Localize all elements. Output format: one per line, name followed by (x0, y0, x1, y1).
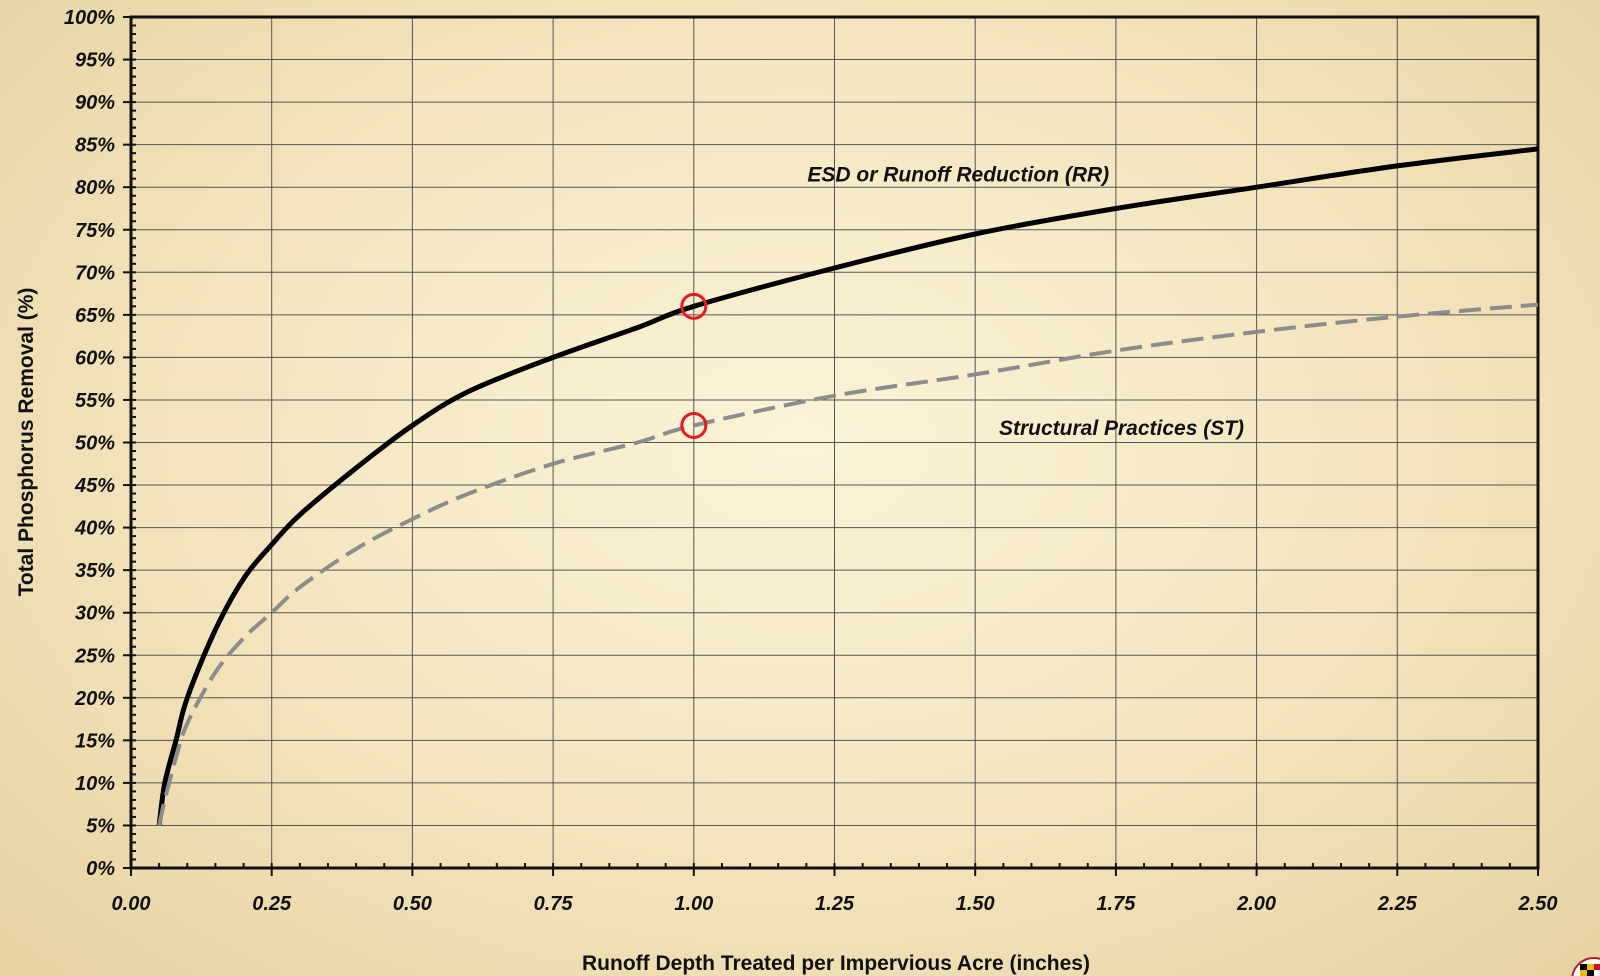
highlight-marker (680, 411, 708, 439)
x-tick-label: 2.50 (1518, 893, 1558, 915)
x-tick-label: 1.00 (674, 893, 713, 915)
y-tick-label: 40% (74, 518, 115, 540)
y-tick-label: 65% (75, 305, 115, 327)
x-tick-label: 1.50 (956, 893, 995, 915)
y-tick-label: 70% (75, 262, 115, 284)
x-tick-label: 0.25 (252, 893, 292, 915)
series-group (156, 146, 1539, 826)
y-tick-label: 5% (86, 815, 115, 837)
x-tick-labels: 0.00 0.25 0.50 0.75 1.00 1.25 1.50 1.75 2.00 2.25… (112, 893, 1558, 915)
y-tick-label: 85% (75, 135, 115, 157)
x-tick-label: 0.00 (112, 893, 151, 915)
x-tick-label: 0.75 (534, 893, 574, 915)
y-axis-label: Total Phosphorus Removal (%) (15, 288, 38, 597)
y-tick-label: 25% (74, 645, 115, 667)
x-tick-label: 2.00 (1236, 893, 1276, 915)
series-line-rr (156, 146, 1539, 826)
annotation-group: ESD or Runoff Reduction (RR) Structural P… (807, 163, 1244, 440)
plot-frame (129, 15, 1540, 870)
y-tick-label: 10% (75, 773, 115, 795)
x-tick-label: 1.25 (815, 893, 855, 915)
y-tick-label: 0% (86, 858, 115, 880)
y-tick-label: 15% (75, 730, 115, 752)
y-tick-label: 45% (74, 475, 115, 497)
y-tick-label: 20% (74, 688, 115, 710)
annotation-st: Structural Practices (ST) (999, 417, 1244, 440)
y-tick-label: 90% (75, 92, 115, 114)
x-tick-label: 1.75 (1096, 893, 1136, 915)
x-tick-label: 2.25 (1377, 893, 1418, 915)
y-tick-label: 60% (75, 347, 115, 369)
y-tick-label: 95% (75, 50, 115, 72)
maryland-flag-seal-icon (1560, 950, 1600, 976)
y-tick-label: 55% (75, 390, 115, 412)
y-tick-label: 80% (75, 177, 115, 199)
y-tick-label: 35% (75, 560, 115, 582)
y-tick-label: 30% (75, 603, 115, 625)
chart-axes (123, 15, 1540, 876)
y-tick-label: 100% (64, 7, 115, 29)
highlight-marker (680, 292, 708, 320)
chart-grid (130, 16, 1539, 869)
series-line-st (157, 302, 1539, 826)
marker-group (680, 292, 708, 439)
x-axis-label: Runoff Depth Treated per Impervious Acre… (582, 952, 1090, 975)
x-tick-label: 0.50 (393, 893, 432, 915)
annotation-rr: ESD or Runoff Reduction (RR) (807, 163, 1109, 186)
y-tick-label: 50% (75, 433, 115, 455)
y-tick-label: 75% (75, 220, 115, 242)
y-tick-labels: 0% 5% 10% 15% 20% 25% 30% 35% 40% 45% 50% 55% 60% 65%… (64, 7, 115, 880)
